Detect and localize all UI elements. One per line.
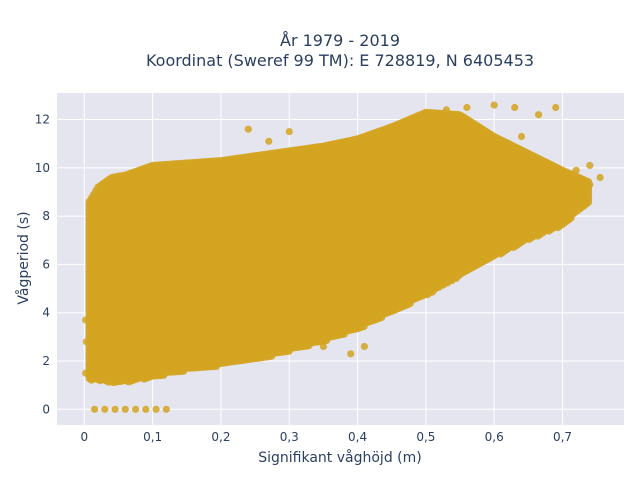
scatter-chart: 00,10,20,30,40,50,60,7 024681012 År 1979… <box>0 0 640 480</box>
chart-container: 00,10,20,30,40,50,60,7 024681012 År 1979… <box>0 0 640 480</box>
